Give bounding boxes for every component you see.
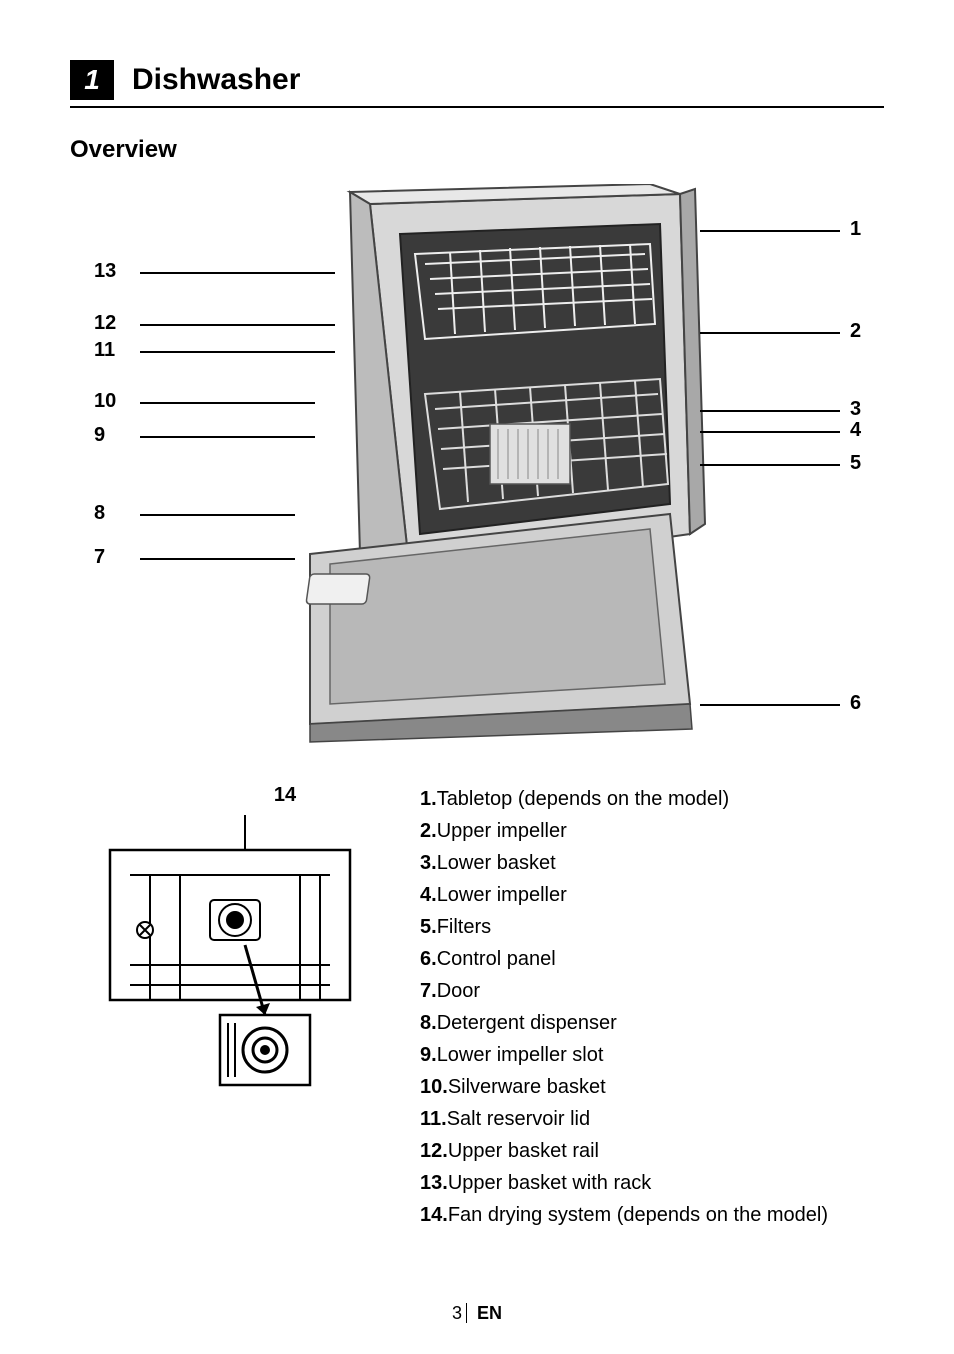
detail-diagram: 14	[70, 784, 380, 1100]
callout-9: 9	[94, 424, 105, 447]
legend-text: Tabletop (depends on the model)	[437, 788, 729, 810]
legend-item: 8.Detergent dispenser	[420, 1008, 884, 1039]
page-language: EN	[477, 1303, 502, 1323]
callout-7: 7	[94, 546, 105, 569]
legend-item: 7.Door	[420, 976, 884, 1007]
legend-number: 4.	[420, 884, 437, 906]
legend-text: Control panel	[437, 948, 556, 970]
callout-line-12	[140, 324, 335, 326]
legend-number: 5.	[420, 916, 437, 938]
callout-2: 2	[850, 320, 861, 343]
legend-text: Salt reservoir lid	[447, 1108, 590, 1130]
dishwasher-illustration	[250, 184, 710, 744]
legend-text: Silverware basket	[448, 1076, 606, 1098]
legend-text: Upper basket rail	[448, 1140, 599, 1162]
callout-8: 8	[94, 502, 105, 525]
callout-line-6	[700, 704, 840, 706]
legend-item: 12.Upper basket rail	[420, 1136, 884, 1167]
legend-item: 4.Lower impeller	[420, 880, 884, 911]
legend-item: 1.Tabletop (depends on the model)	[420, 784, 884, 815]
callout-line-9	[140, 436, 315, 438]
legend-text: Upper impeller	[437, 820, 567, 842]
callout-11: 11	[94, 339, 115, 362]
callout-13: 13	[94, 260, 116, 283]
parts-legend: 1.Tabletop (depends on the model)2.Upper…	[420, 784, 884, 1232]
legend-number: 12.	[420, 1140, 448, 1162]
legend-text: Lower impeller slot	[437, 1044, 604, 1066]
legend-text: Door	[437, 980, 480, 1002]
detail-label-14: 14	[190, 784, 380, 807]
legend-number: 13.	[420, 1172, 448, 1194]
legend-item: 2.Upper impeller	[420, 816, 884, 847]
legend-text: Lower basket	[437, 852, 556, 874]
legend-item: 13.Upper basket with rack	[420, 1168, 884, 1199]
legend-text: Detergent dispenser	[437, 1012, 617, 1034]
callout-12: 12	[94, 312, 116, 335]
legend-number: 10.	[420, 1076, 448, 1098]
page-footer: 3 EN	[0, 1303, 954, 1324]
legend-item: 14.Fan drying system (depends on the mod…	[420, 1200, 884, 1231]
legend-text: Filters	[437, 916, 491, 938]
legend-item: 10.Silverware basket	[420, 1072, 884, 1103]
legend-text: Upper basket with rack	[448, 1172, 651, 1194]
legend-number: 9.	[420, 1044, 437, 1066]
legend-item: 9.Lower impeller slot	[420, 1040, 884, 1071]
callout-line-8	[140, 514, 295, 516]
callout-line-3	[700, 410, 840, 412]
legend-number: 7.	[420, 980, 437, 1002]
callout-1: 1	[850, 218, 861, 241]
main-diagram: 12345613121110987	[70, 184, 884, 744]
section-title: Dishwasher	[132, 63, 300, 97]
subsection-title: Overview	[70, 136, 884, 164]
callout-4: 4	[850, 419, 861, 442]
section-header: 1 Dishwasher	[70, 60, 884, 108]
callout-line-5	[700, 464, 840, 466]
legend-item: 5.Filters	[420, 912, 884, 943]
callout-line-4	[700, 431, 840, 433]
callout-10: 10	[94, 390, 116, 413]
legend-number: 1.	[420, 788, 437, 810]
legend-number: 3.	[420, 852, 437, 874]
callout-line-7	[140, 558, 295, 560]
legend-number: 14.	[420, 1204, 448, 1226]
legend-number: 2.	[420, 820, 437, 842]
legend-number: 8.	[420, 1012, 437, 1034]
legend-number: 11.	[420, 1108, 447, 1130]
legend-item: 6.Control panel	[420, 944, 884, 975]
page-number: 3	[452, 1303, 462, 1323]
fan-drying-illustration	[70, 815, 380, 1095]
callout-3: 3	[850, 398, 861, 421]
callout-6: 6	[850, 692, 861, 715]
callout-line-2	[700, 332, 840, 334]
callout-line-11	[140, 351, 335, 353]
section-number-badge: 1	[70, 60, 114, 100]
callout-line-1	[700, 230, 840, 232]
legend-text: Lower impeller	[437, 884, 567, 906]
callout-line-10	[140, 402, 315, 404]
legend-item: 3.Lower basket	[420, 848, 884, 879]
callout-line-13	[140, 272, 335, 274]
callout-5: 5	[850, 452, 861, 475]
legend-text: Fan drying system (depends on the model)	[448, 1204, 828, 1226]
legend-item: 11.Salt reservoir lid	[420, 1104, 884, 1135]
legend-number: 6.	[420, 948, 437, 970]
